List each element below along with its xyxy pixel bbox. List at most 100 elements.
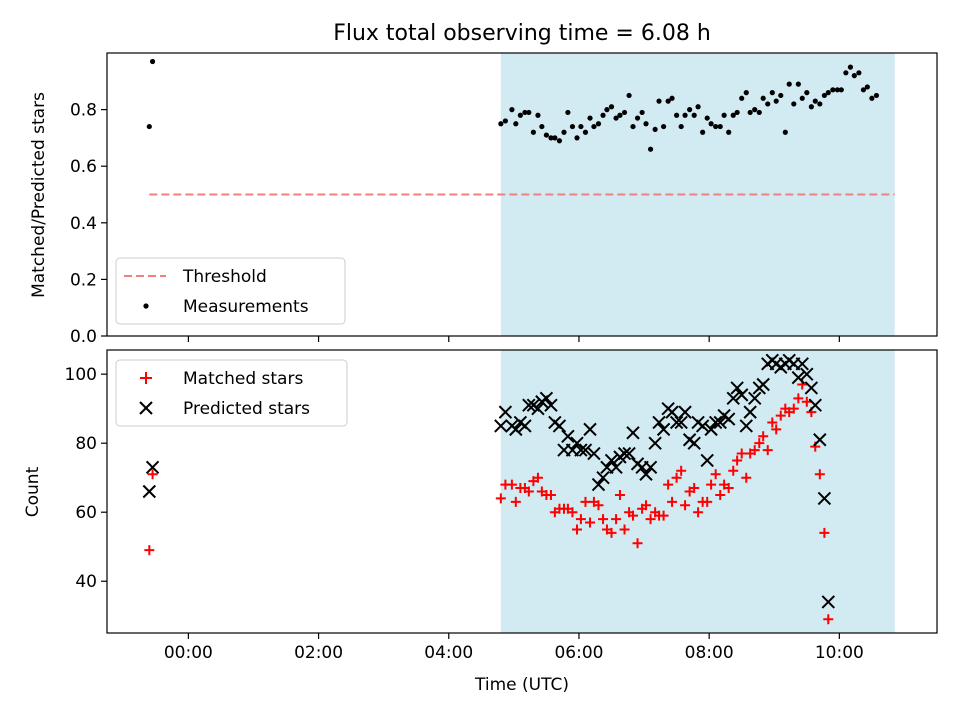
predicted-stars-point xyxy=(552,419,567,433)
legend-matched-label: Matched stars xyxy=(183,369,303,389)
matched-stars-point xyxy=(823,614,834,625)
measurements-point xyxy=(522,109,528,116)
measurements-point xyxy=(791,101,797,107)
matched-stars-point xyxy=(819,527,830,538)
predicted-stars-point xyxy=(648,436,662,450)
bottom-panel: 40 60 80 100 00:00 02:00 04:00 06:00 08:00 10:00… xyxy=(23,349,938,695)
y-tick-label: 40 xyxy=(75,572,97,592)
measurements-point xyxy=(873,92,880,99)
measurements-point xyxy=(569,123,576,130)
measurements-point xyxy=(860,87,867,93)
matched-stars-point xyxy=(706,479,717,490)
matched-stars-point xyxy=(728,465,739,476)
matched-stars-point xyxy=(715,489,726,500)
matched-stars-point xyxy=(758,431,769,442)
matched-stars-point xyxy=(598,514,609,525)
predicted-stars-point xyxy=(509,422,523,437)
matched-stars-point xyxy=(775,410,786,421)
measurements-point xyxy=(556,138,563,144)
measurements-point xyxy=(630,123,636,130)
matched-stars-point xyxy=(627,510,638,521)
matched-stars-point xyxy=(754,438,765,449)
matched-stars-point xyxy=(736,448,747,459)
measurements-point xyxy=(838,87,844,93)
predicted-stars-point xyxy=(145,460,160,475)
predicted-stars-point xyxy=(678,405,692,419)
measurements-point xyxy=(578,123,584,130)
measurements-point xyxy=(864,84,870,90)
matched-stars-point xyxy=(663,479,674,490)
matched-stars-point xyxy=(762,445,773,456)
top-panel-marks xyxy=(146,58,895,196)
measurements-point xyxy=(695,104,701,110)
x-tick-label: 04:00 xyxy=(424,643,473,663)
matched-stars-point xyxy=(801,396,812,407)
top-panel: 0.00.20.40.60.8 Matched/Predicted stars … xyxy=(29,52,938,347)
y-tick-label: 80 xyxy=(75,434,97,454)
predicted-stars-point xyxy=(604,453,619,468)
predicted-stars-point xyxy=(574,443,588,457)
y-tick-label: 0.4 xyxy=(70,214,97,234)
matched-stars-point xyxy=(741,472,752,483)
predicted-stars-point xyxy=(704,422,718,437)
matched-stars-point xyxy=(510,496,521,507)
measurements-point xyxy=(626,92,632,99)
predicted-stars-point xyxy=(643,460,658,475)
measurements-point xyxy=(604,107,610,113)
measurements-point xyxy=(539,123,545,130)
measurements-point xyxy=(565,109,571,116)
bottom-panel-marks xyxy=(142,353,835,625)
matched-stars-point xyxy=(641,500,652,511)
matched-stars-point xyxy=(767,417,778,428)
predicted-stars-point xyxy=(739,419,753,433)
measurements-point xyxy=(713,123,719,130)
predicted-stars-point xyxy=(730,381,744,395)
matched-stars-point xyxy=(611,514,622,525)
matched-stars-point xyxy=(749,445,760,456)
measurements-point xyxy=(656,98,662,104)
measurements-point xyxy=(817,101,823,107)
legend-threshold-label: Threshold xyxy=(182,267,267,287)
measurements-point xyxy=(834,87,841,93)
predicted-stars-point xyxy=(695,419,710,433)
measurements-point xyxy=(682,112,688,118)
measurements-point xyxy=(660,123,667,130)
measurements-point xyxy=(700,129,706,135)
matched-stars-point xyxy=(580,496,591,507)
measurements-point xyxy=(513,121,519,127)
measurements-point xyxy=(530,129,536,135)
measurements-point xyxy=(734,109,740,116)
measurements-point xyxy=(498,121,504,127)
measurements-point xyxy=(617,112,623,118)
measurements-point xyxy=(669,95,675,101)
matched-stars-point xyxy=(689,483,700,494)
predicted-stars-point xyxy=(561,429,575,443)
predicted-stars-point xyxy=(821,595,835,609)
measurements-point xyxy=(804,90,810,96)
measurements-point xyxy=(856,70,862,76)
predicted-stars-point xyxy=(748,391,762,406)
predicted-stars-point xyxy=(721,412,736,426)
measurements-point xyxy=(595,121,602,127)
measurements-point xyxy=(647,146,654,152)
measurements-point xyxy=(613,115,619,121)
measurements-point xyxy=(795,81,801,87)
measurements-point xyxy=(830,87,836,93)
matched-stars-point xyxy=(676,465,687,476)
predicted-stars-point xyxy=(626,426,640,440)
predicted-stars-point xyxy=(708,415,723,430)
measurements-point xyxy=(691,112,697,118)
predicted-stars-point xyxy=(591,477,606,492)
measurements-point xyxy=(769,90,775,96)
matched-stars-point xyxy=(593,500,604,511)
top-panel-legend: Threshold Measurements xyxy=(115,257,346,325)
predicted-stars-point xyxy=(609,460,623,475)
measurements-point xyxy=(799,95,805,101)
top-legend-box xyxy=(115,257,346,325)
predicted-stars-point xyxy=(800,367,814,381)
predicted-stars-point xyxy=(583,422,597,437)
legend-predicted-label: Predicted stars xyxy=(183,399,310,419)
predicted-stars-point xyxy=(617,446,632,461)
bottom-panel-frame xyxy=(106,349,938,634)
predicted-stars-point xyxy=(570,436,584,450)
